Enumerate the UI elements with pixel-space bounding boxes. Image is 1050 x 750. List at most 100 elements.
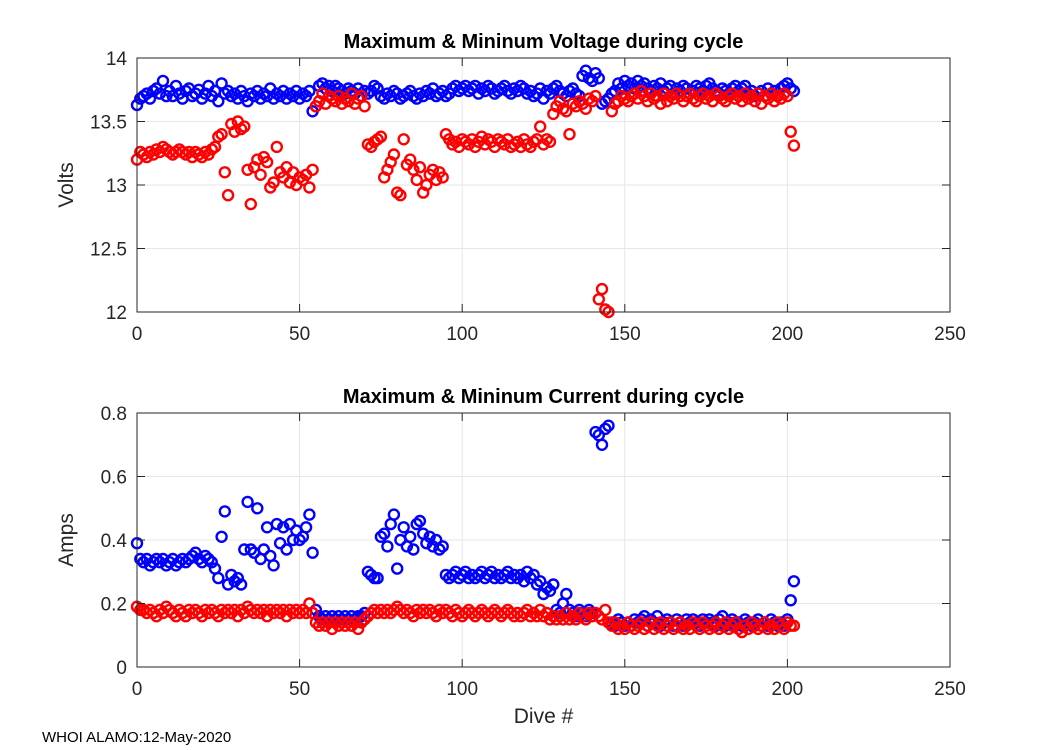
voltage-ytick-label: 12.5 (90, 240, 127, 261)
voltage-minimum-point (716, 92, 729, 105)
voltage-minimum-point (413, 160, 427, 174)
current-maximum-point (218, 505, 232, 518)
voltage-minimum-point (218, 166, 232, 179)
voltage-minimum-point (254, 168, 267, 182)
voltage-maximum-point (592, 72, 605, 85)
current-minimum-point (179, 610, 193, 623)
current-minimum-point (430, 610, 443, 623)
voltage-xtick-label: 200 (772, 324, 804, 345)
current-maximum-point (521, 565, 534, 578)
current-ytick-label: 0.8 (101, 404, 127, 425)
voltage-xtick-label: 0 (132, 324, 143, 345)
current-maximum-point (241, 495, 254, 509)
current-maximum-point (407, 543, 420, 556)
current-maximum-point (361, 565, 375, 578)
current-maximum-point (374, 530, 388, 543)
current-xtick-label: 100 (446, 679, 478, 700)
voltage-ytick-label: 13 (106, 176, 127, 197)
voltage-minimum-point (241, 163, 254, 177)
voltage-minimum-point (781, 89, 794, 103)
current-minimum-point (221, 603, 235, 617)
voltage-ytick-label: 13.5 (90, 113, 127, 134)
current-maximum-point (257, 543, 270, 556)
current-x-axis-label: Dive # (514, 705, 574, 728)
current-maximum-point (267, 559, 280, 572)
voltage-minimum-point (563, 127, 576, 141)
current-minimum-point (231, 610, 245, 623)
current-maximum-point (595, 438, 609, 451)
voltage-ytick-label: 14 (106, 49, 128, 70)
current-xtick-label: 150 (609, 679, 641, 700)
current-maximum-point (244, 543, 258, 556)
current-maximum-point (215, 530, 228, 543)
voltage-maximum-point (361, 87, 375, 100)
current-minimum-point (150, 610, 163, 623)
current-y-axis-label: Amps (55, 513, 78, 567)
voltage-xtick-label: 250 (934, 324, 966, 345)
voltage-chart-title: Maximum & Mininum Voltage during cycle (344, 31, 744, 53)
current-maximum-point (397, 521, 410, 534)
current-minimum-point (563, 613, 576, 626)
current-maximum-point (543, 584, 557, 597)
current-minimum-point (560, 606, 573, 620)
current-maximum-point (186, 549, 199, 563)
current-minimum-point (351, 622, 365, 636)
voltage-minimum-point (410, 173, 423, 187)
current-maximum-point (537, 587, 550, 601)
footer-stamp: WHOI ALAMO:12-May-2020 (42, 729, 231, 746)
voltage-minimum-point (787, 139, 801, 152)
voltage-ticks: 0 50 100 150 200 250 12 12.5 13 13.5 14 (90, 49, 966, 345)
current-minimum-point (355, 616, 368, 629)
voltage-maximum-point (156, 74, 170, 88)
current-ticks: 0 50 100 150 200 250 0 0.2 0.4 0.6 0.8 (101, 404, 966, 700)
voltage-minimum-point (436, 171, 449, 184)
current-minimum-point (758, 616, 771, 629)
current-minimum-point (608, 616, 622, 629)
current-minimum-point (270, 603, 283, 617)
voltage-xtick-label: 50 (289, 324, 310, 345)
voltage-ytick-label: 12 (106, 303, 127, 324)
voltage-minimum-point (543, 135, 557, 149)
current-minimum-point (534, 603, 547, 617)
current-points (130, 419, 801, 639)
voltage-minimum-point (238, 120, 251, 133)
current-maximum-point (225, 568, 238, 582)
current-ytick-label: 0.2 (101, 595, 127, 616)
voltage-minimum-point (244, 197, 258, 211)
current-minimum-point (725, 619, 739, 632)
current-minimum-point (761, 622, 775, 636)
current-minimum-point (673, 616, 687, 629)
voltage-minimum-point (267, 176, 280, 189)
current-maximum-point (303, 508, 316, 521)
current-panel: 0 50 100 150 200 250 0 0.2 0.4 0.6 0.8 Maximum & M… (55, 386, 966, 728)
voltage-minimum-point (387, 148, 401, 161)
current-maximum-point (511, 571, 524, 585)
current-minimum-point (325, 622, 339, 636)
current-maximum-point (179, 556, 193, 569)
voltage-panel: 0 50 100 150 200 250 12 12.5 13 13.5 14 Maximum & … (55, 31, 966, 345)
voltage-maximum-point (212, 94, 225, 108)
voltage-minimum-point (589, 89, 602, 103)
voltage-xtick-label: 100 (446, 324, 478, 345)
voltage-minimum-point (221, 188, 235, 202)
voltage-points (130, 64, 801, 319)
current-maximum-point (501, 565, 514, 578)
current-minimum-point (293, 606, 306, 620)
current-maximum-point (547, 578, 560, 591)
voltage-minimum-point (394, 188, 407, 202)
current-maximum-point (283, 517, 296, 531)
current-maximum-point (391, 562, 404, 575)
current-maximum-point (371, 571, 384, 585)
current-minimum-point (316, 616, 329, 629)
current-ytick-label: 0.6 (101, 468, 127, 489)
voltage-maximum-point (540, 84, 553, 98)
current-maximum-point (202, 552, 215, 566)
current-maximum-point (280, 543, 293, 556)
current-minimum-point (407, 610, 420, 623)
current-minimum-point (592, 610, 605, 623)
voltage-minimum-point (306, 163, 319, 177)
current-minimum-point (550, 613, 563, 626)
current-minimum-point (787, 619, 801, 632)
